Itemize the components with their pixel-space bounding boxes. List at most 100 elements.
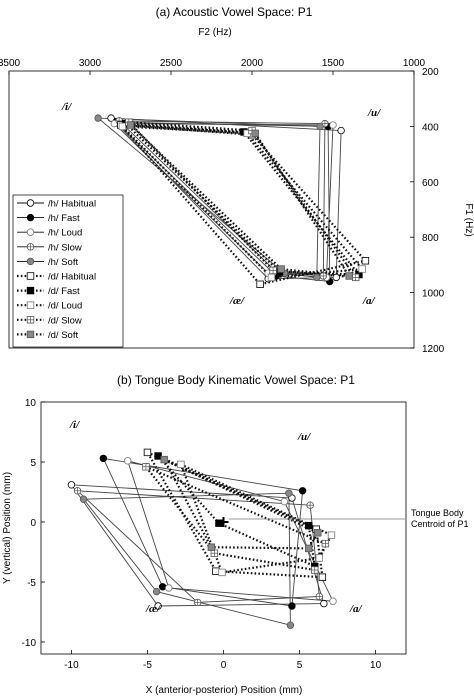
chart-a-series-line-10	[127, 123, 352, 278]
chart-b-series-line-7	[157, 455, 317, 569]
chart-b-point-10-2	[314, 529, 322, 537]
chart-b-plot-area	[40, 401, 407, 655]
chart-b-point-5-4	[152, 587, 161, 596]
chart-b-point-8-4	[218, 568, 226, 577]
chart-b-x-tick-label: 10	[370, 660, 382, 671]
chart-a-y-axis-label: F1 (Hz)	[463, 203, 474, 236]
acoustic-vowel-space-chart: (a) Acoustic Vowel Space: P1 F2 (Hz) F1 …	[0, 5, 474, 355]
legend-label-7: /d/ Fast	[48, 286, 80, 297]
chart-a-plot-area	[8, 70, 415, 349]
chart-a-vowel-label-u: /u/	[367, 107, 381, 119]
chart-b-series-line-9	[145, 465, 327, 572]
chart-b-point-5-1	[79, 495, 88, 503]
chart-a-series-line-9	[126, 120, 358, 279]
chart-b-point-5-2	[285, 489, 293, 497]
chart-b-point-1-3	[320, 599, 328, 608]
chart-a-y-tick-label: 600	[422, 178, 439, 189]
legend-label-8: /d/ Loud	[48, 301, 82, 312]
chart-a-vowel-label-i: /i/	[61, 101, 72, 113]
chart-a-y-tick-label: 800	[422, 233, 439, 244]
chart-b-point-7-1	[154, 452, 162, 460]
chart-a-series-line-7	[122, 122, 362, 276]
legend-marker-2	[26, 213, 35, 222]
chart-b-point-1-4	[154, 602, 162, 610]
chart-a-x-tick-label: 3500	[0, 58, 21, 69]
chart-a-vowel-label-a: /ɑ/	[362, 295, 376, 307]
chart-b-series-line-4	[76, 490, 320, 603]
chart-b-y-axis-label: Y (vertical) Position (mm)	[2, 472, 13, 584]
chart-b-y-tick-label: 10	[25, 398, 37, 409]
chart-a-x-tick-label: 2500	[160, 58, 183, 69]
legend-label-4: /h/ Slow	[48, 242, 82, 253]
chart-a-x-axis-label: F2 (Hz)	[198, 27, 231, 38]
legend-label-1: /h/ Habitual	[48, 199, 96, 210]
chart-a-title: (a) Acoustic Vowel Space: P1	[156, 5, 313, 19]
chart-b-point-1-1	[67, 481, 76, 489]
chart-a-legend: /h/ Habitual/h/ Fast/h/ Loud/h/ Slow/h/ …	[12, 194, 124, 348]
chart-a-point-6-3	[361, 257, 370, 265]
chart-a-point-1-1	[107, 114, 115, 122]
chart-b-point-3-2	[280, 497, 289, 506]
chart-a-point-5-3	[313, 273, 321, 282]
legend-label-2: /h/ Fast	[48, 213, 80, 224]
chart-a-series-line-4	[118, 120, 326, 277]
legend-marker-10	[26, 330, 35, 339]
chart-a-point-5-1	[94, 114, 102, 122]
chart-b-x-tick-label: 0	[221, 660, 227, 671]
legend-marker-8	[26, 301, 35, 309]
chart-b-point-6-3	[318, 573, 327, 581]
chart-b-vowel-label-a: /ɑ/	[349, 603, 363, 615]
chart-b-y-tick-label: -10	[22, 638, 37, 649]
chart-b-point-7-4	[215, 519, 223, 527]
chart-a-series-line-8	[119, 125, 365, 279]
chart-b-point-8-3	[315, 554, 324, 562]
chart-a-point-10-3	[345, 272, 353, 280]
legend-label-10: /d/ Soft	[48, 330, 78, 341]
chart-b-point-6-4	[212, 567, 220, 575]
chart-b-y-tick-label: 5	[30, 458, 36, 469]
chart-b-point-2-3	[288, 602, 296, 610]
tongue-kinematic-vowel-space-chart: (b) Tongue Body Kinematic Vowel Space: P…	[2, 373, 469, 696]
chart-b-point-8-2	[327, 531, 336, 539]
legend-label-5: /h/ Soft	[48, 257, 78, 268]
chart-b-vowel-label-u: /u/	[297, 431, 311, 443]
chart-b-x-tick-label: -5	[143, 660, 152, 671]
chart-a-x-tick-label: 3000	[79, 58, 102, 69]
chart-a-point-1-2	[337, 126, 345, 135]
chart-b-point-3-4	[165, 584, 173, 592]
chart-b-point-2-2	[298, 487, 307, 495]
chart-b-series-line-8	[178, 462, 334, 574]
chart-b-y-tick-label: -5	[27, 578, 36, 589]
chart-a-point-8-1	[118, 122, 127, 131]
chart-a-point-10-2	[251, 129, 259, 138]
centroid-label-line-1: Tongue Body	[411, 508, 464, 518]
chart-b-point-6-1	[143, 448, 152, 457]
chart-b-point-2-1	[99, 454, 108, 463]
chart-a-y-tick-label: 1000	[422, 289, 445, 300]
chart-b-x-tick-label: -10	[64, 660, 79, 671]
chart-b-vowel-label-i: /i/	[69, 419, 80, 431]
legend-label-3: /h/ Loud	[48, 228, 82, 239]
legend-marker-5	[26, 257, 35, 266]
chart-a-x-tick-label: 1500	[322, 58, 345, 69]
centroid-label: Tongue Body Centroid of P1	[411, 508, 469, 529]
chart-a-point-3-2	[329, 121, 337, 129]
chart-b-title: (b) Tongue Body Kinematic Vowel Space: P…	[117, 373, 355, 387]
legend-marker-1	[26, 199, 35, 207]
legend-marker-6	[26, 272, 35, 280]
chart-b-x-tick-label: 5	[297, 660, 303, 671]
chart-a-y-tick-label: 200	[422, 67, 439, 78]
chart-a-point-5-2	[316, 122, 324, 131]
chart-a-x-tick-label: 1000	[403, 58, 426, 69]
legend-label-6: /d/ Habitual	[48, 272, 96, 283]
chart-a-point-10-1	[126, 121, 135, 129]
chart-b-point-7-2	[304, 521, 313, 530]
legend-label-9: /d/ Slow	[48, 315, 82, 326]
chart-b-x-axis-label: X (anterior-posterior) Position (mm)	[146, 685, 303, 696]
chart-b-point-8-1	[177, 460, 185, 469]
chart-b-y-tick-label: 0	[30, 518, 36, 529]
chart-b-point-3-3	[329, 597, 337, 605]
chart-b-point-5-3	[286, 621, 295, 629]
chart-b-point-2-4	[158, 583, 167, 591]
